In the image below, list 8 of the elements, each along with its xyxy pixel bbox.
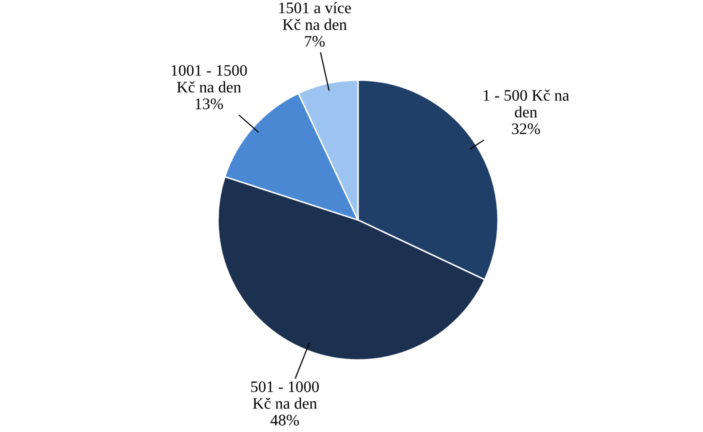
data-label: 13% <box>196 98 223 110</box>
data-label: 32% <box>512 123 540 134</box>
slice-label: 501 - 1000 Kč na den <box>251 381 319 409</box>
data-label: 7% <box>305 36 325 47</box>
slice-label: 1 - 500 Kč na den <box>484 90 570 118</box>
data-label: 48% <box>270 414 299 426</box>
slice-label: 1501 a více Kč na den <box>279 2 351 30</box>
slice-label: 1001 - 1500 Kč na den <box>172 65 247 93</box>
